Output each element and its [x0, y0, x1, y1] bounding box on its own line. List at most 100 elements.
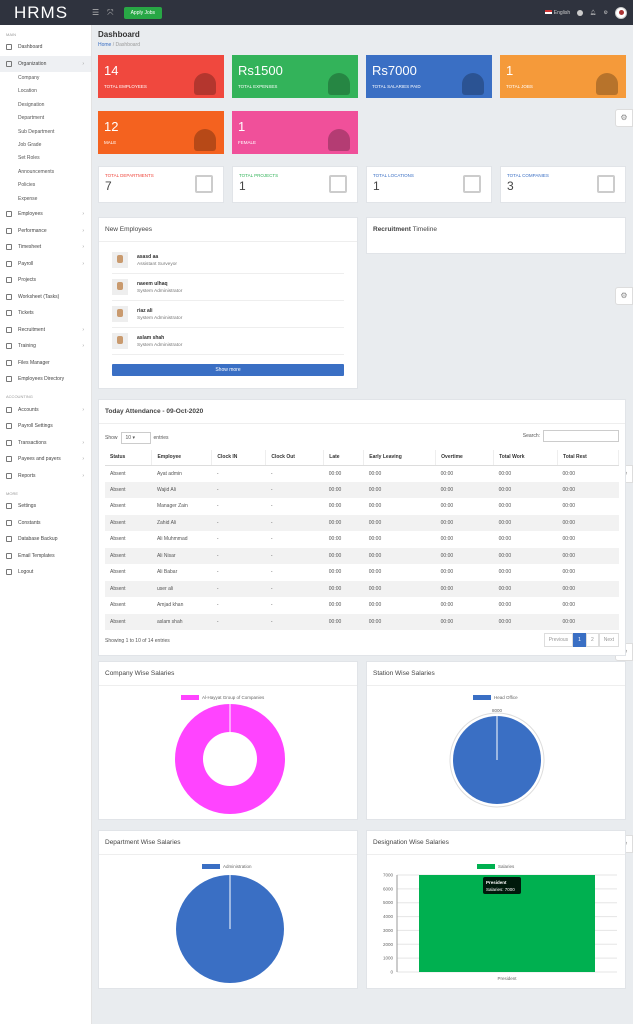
menu-icon[interactable]: ☰ [92, 8, 100, 17]
column-header[interactable]: Clock IN [211, 450, 267, 466]
sidebar-subitem[interactable]: Set Roles [18, 155, 40, 162]
column-header[interactable]: Early Leaving [363, 450, 437, 466]
nav-icon [6, 211, 12, 218]
sidebar-item[interactable]: Payroll › [0, 255, 91, 272]
nav-icon [6, 503, 12, 510]
employee-item[interactable]: naeem ulhaq System Administrator [112, 274, 344, 301]
sidebar-item-label: Recruitment [18, 326, 45, 333]
sidebar-item[interactable]: Transactions › [0, 434, 91, 451]
table-cell: 00:00 [440, 569, 454, 576]
sidebar-item[interactable]: Payroll Settings [0, 418, 91, 435]
mini-stat-card[interactable]: TOTAL DEPARTMENTS 7 [98, 166, 224, 203]
table-cell: 00:00 [328, 470, 342, 477]
sidebar-item[interactable]: Files Manager [0, 354, 91, 371]
show-more-button[interactable]: Show more [112, 364, 344, 376]
entries-select[interactable]: 10 ▾ [120, 432, 151, 444]
chevron-icon: › [82, 211, 84, 218]
breadcrumb-home[interactable]: Home [98, 42, 112, 48]
settings-gear-icon[interactable]: ⚙ [615, 109, 633, 127]
column-header[interactable]: Late [323, 450, 365, 466]
table-cell: 00:00 [557, 613, 619, 630]
bell-icon[interactable]: 🔔︎ [590, 9, 597, 16]
column-header[interactable]: Employee [151, 450, 213, 466]
sidebar-item[interactable]: Timesheet › [0, 239, 91, 256]
employee-item[interactable]: aslam shah System Administrator [112, 328, 344, 355]
stat-card[interactable]: 12 MALE [98, 111, 224, 154]
sidebar-item[interactable]: Accounts › [0, 401, 91, 418]
sidebar-item[interactable]: Worksheet (Tasks) [0, 288, 91, 305]
sidebar-subitem[interactable]: Department [18, 115, 45, 122]
stat-card[interactable]: Rs1500 TOTAL EXPENSES [232, 55, 358, 98]
sidebar-item[interactable]: Organization › [0, 55, 91, 72]
table-cell: 00:00 [493, 514, 558, 531]
sidebar-item[interactable]: Performance › [0, 222, 91, 239]
column-header[interactable]: Total Work [493, 450, 559, 466]
column-header[interactable]: Clock Out [265, 450, 325, 466]
panel-title: Today Attendance - 09-Oct-2020 [99, 400, 625, 424]
sidebar-item[interactable]: Employees › [0, 206, 91, 223]
sidebar-subitem[interactable]: Company [18, 75, 40, 81]
sidebar-item[interactable]: Projects [0, 272, 91, 289]
table-cell: - [211, 547, 266, 564]
table-cell: 00:00 [435, 514, 494, 531]
attendance-table: Status Employee Clock IN Clock Out Late Early… [105, 450, 619, 630]
sidebar-subitem[interactable]: Expense [18, 195, 38, 202]
language-selector[interactable]: English [544, 9, 570, 16]
sidebar-item[interactable]: Logout [0, 564, 91, 581]
table-cell: 00:00 [562, 503, 576, 510]
clock-icon[interactable] [577, 9, 584, 16]
employee-item[interactable]: asasd aa Assistant Surveyor [112, 247, 344, 274]
column-header[interactable]: Total Rest [557, 450, 619, 466]
sidebar-subitem[interactable]: Location [18, 88, 37, 95]
expand-icon[interactable]: ⤧ [107, 7, 114, 17]
stat-card[interactable]: 14 TOTAL EMPLOYEES [98, 55, 224, 98]
apply-jobs-button[interactable]: Apply Jobs [123, 6, 163, 19]
sidebar-item[interactable]: Payees and payers › [0, 451, 91, 468]
stat-label: TOTAL EMPLOYEES [104, 84, 147, 89]
sidebar-item[interactable]: Database Backup [0, 531, 91, 548]
sidebar-item[interactable]: Reports › [0, 467, 91, 484]
column-header[interactable]: Status [105, 450, 153, 466]
sidebar-subitem[interactable]: Job Grade [18, 141, 42, 148]
mini-stat-value: 7 [105, 179, 112, 193]
sidebar-item[interactable]: Settings [0, 498, 91, 515]
sidebar-item[interactable]: Email Templates [0, 547, 91, 564]
mini-stat-card[interactable]: TOTAL PROJECTS 1 [232, 166, 358, 203]
sidebar-item[interactable]: Training › [0, 338, 91, 355]
stat-label: TOTAL JOBS [506, 84, 533, 89]
column-header[interactable]: Overtime [435, 450, 495, 466]
table-cell: Absent [105, 481, 152, 498]
sidebar-subitem[interactable]: Sub Department [18, 128, 55, 135]
mini-stat-card[interactable]: TOTAL LOCATIONS 1 [366, 166, 492, 203]
sidebar-subitem[interactable]: Designation [18, 101, 45, 108]
pager-button[interactable]: 1 [573, 633, 586, 647]
mini-stat-card[interactable]: TOTAL COMPANIES 3 [500, 166, 626, 203]
sidebar-subitem[interactable]: Announcements [18, 168, 55, 175]
sidebar-item[interactable]: Tickets [0, 305, 91, 322]
search-input[interactable] [543, 430, 619, 442]
employee-name: asasd aa [137, 253, 159, 260]
doughnut-hole [203, 732, 257, 786]
pagination: Previous 1 2 Next [543, 633, 619, 647]
legend-label: Administration [223, 864, 252, 869]
stat-card[interactable]: 1 FEMALE [232, 111, 358, 154]
sidebar-item[interactable]: Constants [0, 514, 91, 531]
sidebar-item[interactable]: Dashboard [0, 39, 91, 56]
stat-card[interactable]: 1 TOTAL JOBS [500, 55, 626, 98]
gear-icon[interactable]: ⚙ [603, 9, 608, 16]
sidebar-subitem[interactable]: Policies [18, 182, 36, 189]
pie-outline [449, 712, 545, 808]
sidebar-item[interactable]: Recruitment › [0, 321, 91, 338]
pager-button[interactable]: Previous [543, 633, 574, 647]
table-cell: 00:00 [323, 580, 364, 597]
pager-button[interactable]: 2 [585, 633, 599, 647]
settings-gear-icon[interactable]: ⚙ [615, 287, 633, 305]
app-logo[interactable]: HRMS [14, 2, 69, 22]
sidebar-item[interactable]: Employees Directory [0, 371, 91, 388]
user-avatar[interactable] [615, 6, 627, 19]
table-cell: - [211, 514, 266, 531]
employee-role: Assistant Surveyor [137, 261, 177, 267]
pager-button[interactable]: Next [598, 633, 619, 647]
employee-item[interactable]: riaz ali System Administrator [112, 301, 344, 328]
stat-card[interactable]: Rs7000 TOTAL SALARIES PAID [366, 55, 492, 98]
